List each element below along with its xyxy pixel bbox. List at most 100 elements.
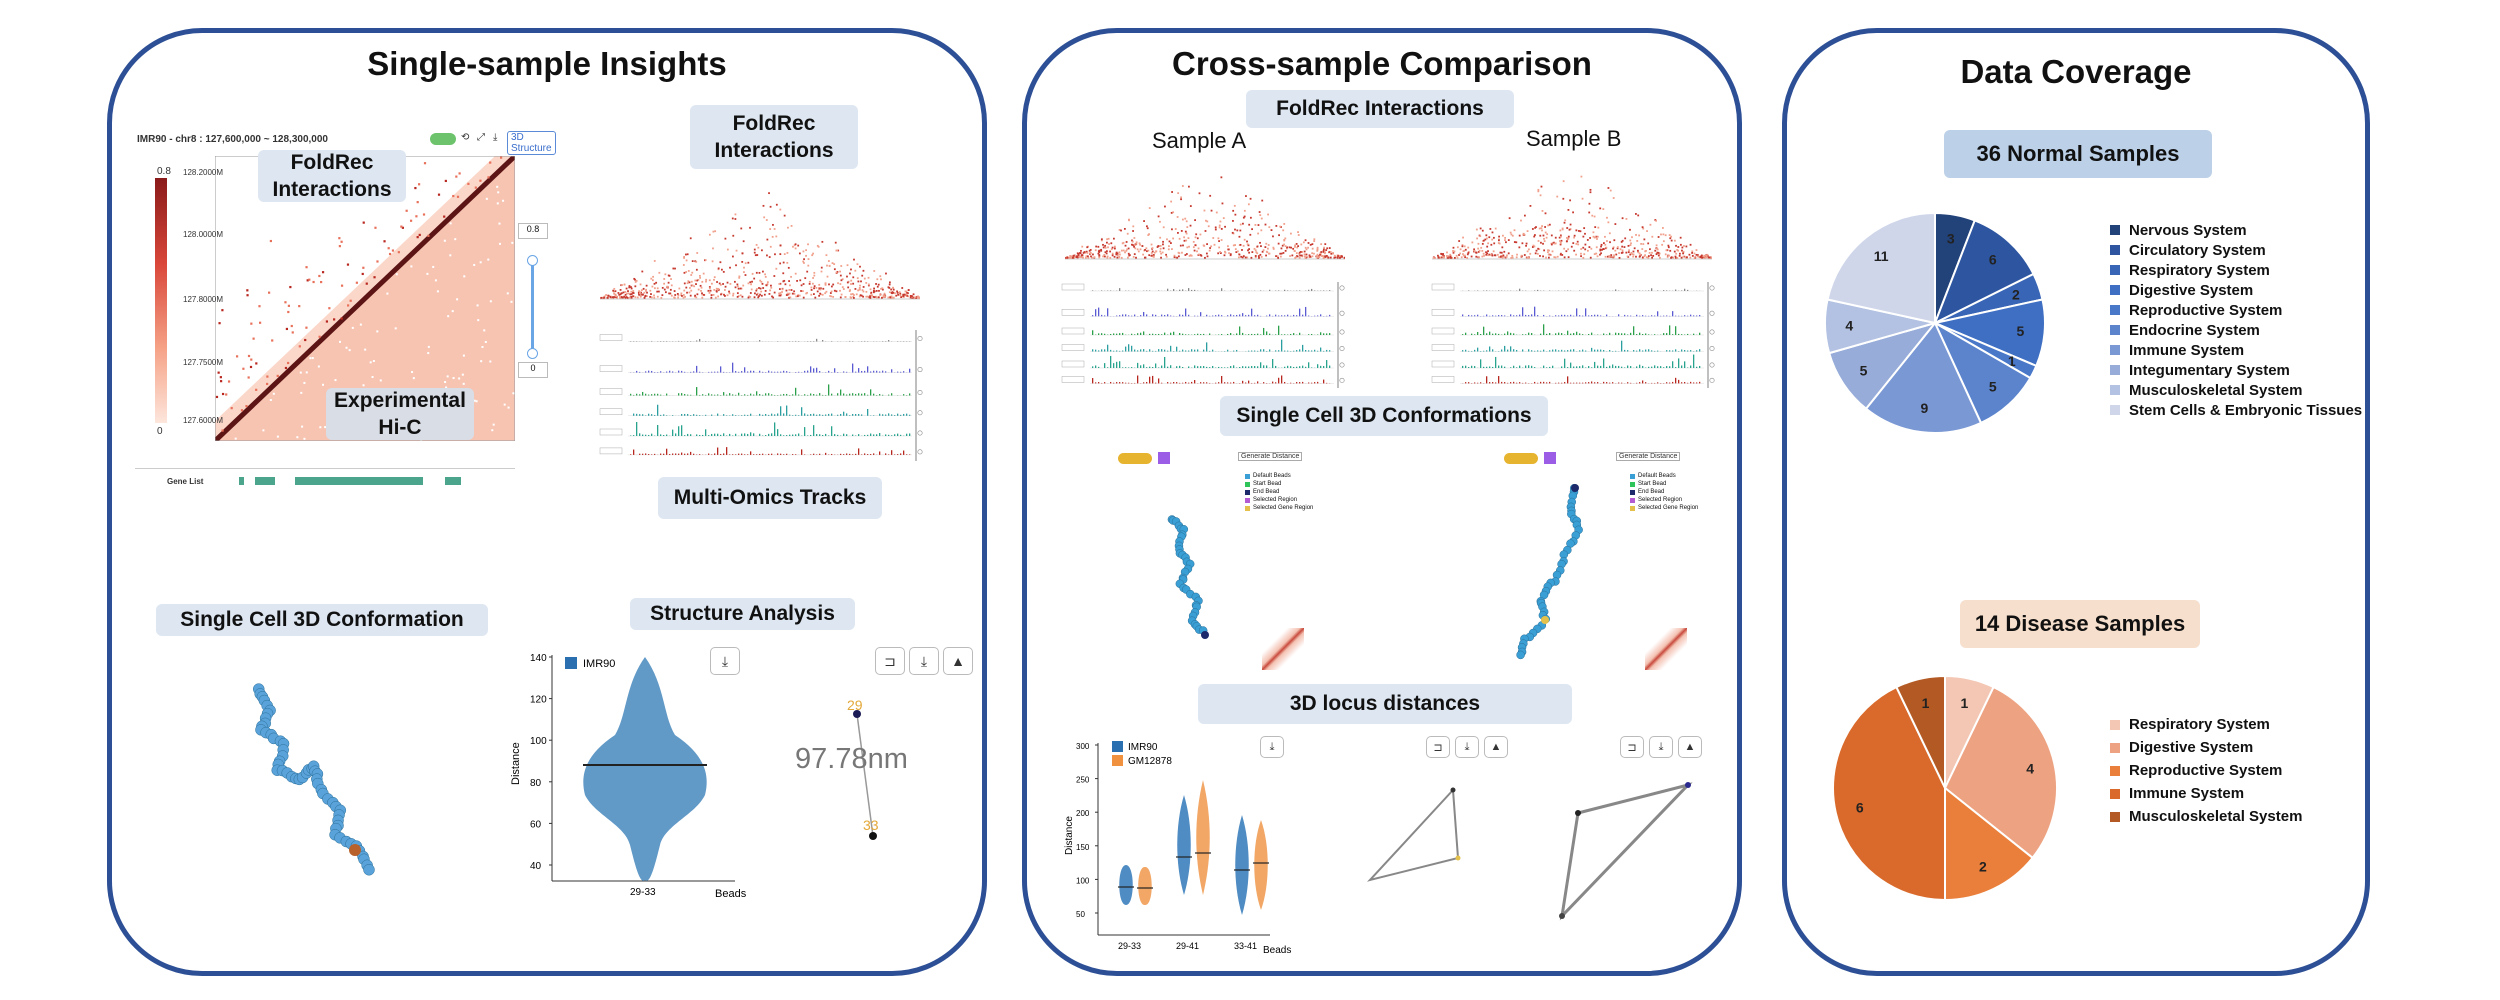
slider-handle-bottom[interactable] [527, 348, 538, 359]
gene-bar-1[interactable] [239, 477, 244, 485]
cross-triangle-b-bead-2[interactable] [1575, 810, 1581, 816]
interaction-dot [873, 270, 876, 272]
cross-violin-body[interactable] [1196, 780, 1210, 895]
cross-violin-body[interactable] [1177, 795, 1191, 895]
interaction-dot [1606, 240, 1608, 242]
track-settings-dot[interactable] [917, 367, 923, 373]
download-icon[interactable]: ⤓ [493, 132, 498, 143]
track-settings-dot[interactable] [1709, 329, 1715, 335]
track-signal-bar [1212, 290, 1214, 291]
track-settings-dot[interactable] [1709, 377, 1715, 383]
sample-b-color-box[interactable] [1544, 452, 1556, 464]
3d-structure-button[interactable]: 3D Structure [507, 131, 556, 155]
cross-b-collapse-button[interactable]: ▲ [1678, 736, 1702, 758]
cross-triangle-b-bead-1[interactable] [1685, 782, 1691, 788]
track-signal-bar [1293, 366, 1295, 368]
track-settings-dot[interactable] [917, 336, 923, 342]
cross-violin-body[interactable] [1235, 815, 1249, 915]
bead-a[interactable] [853, 710, 861, 718]
track-signal-bar [1465, 349, 1467, 352]
single-violin-download-button[interactable]: ⤓ [710, 647, 740, 675]
interaction-dot [649, 295, 652, 298]
track-signal-bar [1221, 375, 1223, 384]
pie-slice[interactable] [1944, 785, 2034, 902]
end-bead[interactable] [1201, 631, 1209, 639]
sample-b-generate-distance[interactable]: Generate Distance [1616, 452, 1681, 461]
track-settings-dot[interactable] [1339, 285, 1345, 291]
cross-triangle-b-bead-3[interactable] [1559, 913, 1565, 919]
threshold-slider[interactable] [531, 258, 534, 353]
slider-handle-top[interactable] [527, 255, 538, 266]
cross-violin-body[interactable] [1138, 866, 1152, 906]
cross-violin-download-button[interactable]: ⤓ [1260, 736, 1284, 758]
single-cell-3d-structure[interactable] [230, 670, 400, 890]
bead[interactable] [363, 863, 375, 876]
interaction-dot [1499, 251, 1502, 254]
cross-triangle-a-bead-2[interactable] [1455, 855, 1461, 861]
cross-b-reset-button[interactable]: ⊐ [1620, 736, 1644, 758]
track-settings-dot[interactable] [1339, 346, 1345, 352]
track-signal-bar [1543, 349, 1545, 352]
track-signal-bar [1263, 382, 1265, 384]
track-settings-dot[interactable] [1339, 329, 1345, 335]
collapse-button[interactable]: ▲ [943, 647, 973, 675]
rotate-icon[interactable]: ⟲ [461, 132, 470, 143]
pie-slice[interactable] [1832, 685, 1946, 902]
bead-b[interactable] [869, 832, 877, 840]
violin-body[interactable] [583, 657, 707, 881]
interaction-dot [1264, 223, 1267, 226]
start-bead[interactable] [1571, 484, 1579, 492]
gene-bar-4[interactable] [445, 477, 461, 485]
track-settings-dot[interactable] [1709, 362, 1715, 368]
threshold-min-input[interactable]: 0 [518, 362, 548, 378]
cross-a-download-button[interactable]: ⤓ [1455, 736, 1479, 758]
track-settings-dot[interactable] [1709, 346, 1715, 352]
track-signal-bar [1600, 315, 1602, 317]
selected-bead[interactable] [1541, 616, 1549, 624]
interaction-dot [757, 246, 760, 249]
pie-slice[interactable] [1895, 674, 1946, 789]
sample-a-generate-distance[interactable]: Generate Distance [1238, 452, 1303, 461]
cross-b-download-button[interactable]: ⤓ [1649, 736, 1673, 758]
gene-bar-3[interactable] [295, 477, 423, 485]
reset-view-button[interactable]: ⊐ [875, 647, 905, 675]
track-signal-bar [1672, 381, 1674, 384]
threshold-max-input[interactable]: 0.8 [518, 223, 548, 239]
structure-download-button[interactable]: ⤓ [909, 647, 939, 675]
expand-icon[interactable]: ⤢ [477, 132, 485, 143]
pie-slice[interactable] [1943, 685, 2058, 860]
hic-contact-dot [365, 282, 368, 285]
track-signal-bar [1576, 382, 1578, 384]
toggle-switch[interactable] [430, 133, 456, 145]
gene-bar-2[interactable] [255, 477, 275, 485]
track-settings-dot[interactable] [917, 449, 923, 455]
track-settings-dot[interactable] [1339, 377, 1345, 383]
pie-slice[interactable] [1826, 211, 1936, 325]
hic-lower-dot [444, 381, 447, 384]
cross-a-collapse-button[interactable]: ▲ [1484, 736, 1508, 758]
cross-violin-body[interactable] [1254, 820, 1268, 910]
pie-slice[interactable] [1933, 219, 2035, 326]
track-settings-dot[interactable] [1339, 362, 1345, 368]
track-settings-dot[interactable] [1709, 285, 1715, 291]
sample-b-3d-structure[interactable] [1495, 480, 1605, 670]
track-signal-bar [1555, 349, 1557, 352]
track-settings-dot[interactable] [1709, 310, 1715, 316]
track-signal-bar [1651, 382, 1653, 384]
track-signal-bar [861, 414, 863, 416]
track-settings-dot[interactable] [917, 389, 923, 395]
sample-a-toggle[interactable] [1118, 453, 1152, 464]
track-settings-dot[interactable] [1339, 310, 1345, 316]
cross-violin-body[interactable] [1119, 865, 1133, 905]
sample-a-color-box[interactable] [1158, 452, 1170, 464]
track-settings-dot[interactable] [917, 410, 923, 416]
sample-b-toggle[interactable] [1504, 453, 1538, 464]
interaction-dot [1575, 253, 1577, 256]
track-settings-dot[interactable] [917, 430, 923, 436]
pie-slice[interactable] [1864, 321, 1983, 434]
cross-a-reset-button[interactable]: ⊐ [1426, 736, 1450, 758]
bead[interactable] [1516, 650, 1525, 660]
highlighted-bead[interactable] [349, 844, 361, 856]
cross-triangle-a-bead-1[interactable] [1450, 787, 1456, 793]
sample-a-3d-structure[interactable] [1150, 510, 1250, 640]
